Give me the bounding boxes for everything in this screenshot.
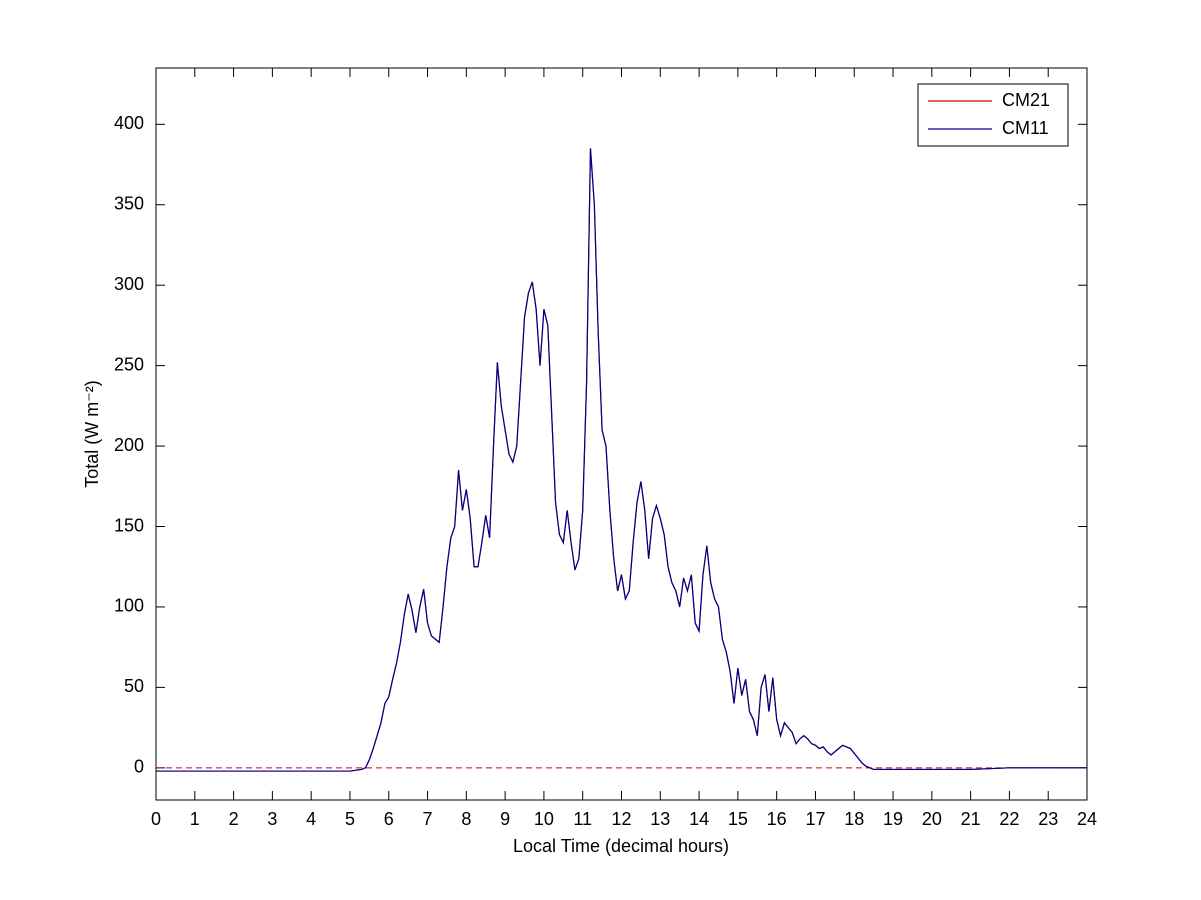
data-line: [156, 148, 1087, 772]
x-tick-label: 9: [500, 809, 510, 829]
x-tick-label: 20: [922, 809, 942, 829]
x-tick-label: 11: [573, 809, 592, 829]
x-tick-label: 15: [728, 809, 748, 829]
y-tick-label: 150: [114, 515, 144, 535]
x-tick-label: 7: [423, 809, 433, 829]
legend-label: CM11: [1002, 118, 1049, 138]
legend-label: CM21: [1002, 90, 1050, 110]
legend-box: [917, 83, 1069, 147]
x-tick-label: 12: [611, 809, 631, 829]
x-tick-label: 16: [767, 809, 787, 829]
x-tick-label: 0: [151, 809, 161, 829]
x-tick-label: 14: [689, 809, 709, 829]
x-tick-label: 19: [883, 809, 903, 829]
y-tick-label: 400: [114, 113, 144, 133]
plot-area: [155, 67, 1088, 801]
y-tick-label: 100: [114, 596, 144, 616]
y-tick-label: 250: [114, 354, 144, 374]
x-tick-label: 24: [1077, 809, 1097, 829]
x-tick-label: 3: [267, 809, 277, 829]
x-tick-label: 5: [345, 809, 355, 829]
x-tick-label: 22: [999, 809, 1019, 829]
x-tick-label: 1: [190, 809, 200, 829]
y-axis-label: Total (W m⁻²): [82, 380, 102, 488]
x-tick-label: 8: [461, 809, 471, 829]
x-tick-label: 17: [805, 809, 825, 829]
x-tick-label: 13: [650, 809, 670, 829]
x-tick-label: 4: [306, 809, 316, 829]
y-tick-label: 0: [134, 757, 144, 777]
x-tick-label: 21: [961, 809, 981, 829]
y-tick-label: 350: [114, 193, 144, 213]
x-tick-label: 10: [534, 809, 554, 829]
x-tick-label: 2: [229, 809, 239, 829]
x-axis-label: Local Time (decimal hours): [513, 836, 729, 856]
x-tick-label: 18: [844, 809, 864, 829]
x-tick-label: 6: [384, 809, 394, 829]
y-tick-label: 200: [114, 435, 144, 455]
y-tick-label: 50: [124, 676, 144, 696]
y-tick-label: 300: [114, 274, 144, 294]
x-tick-label: 23: [1038, 809, 1058, 829]
